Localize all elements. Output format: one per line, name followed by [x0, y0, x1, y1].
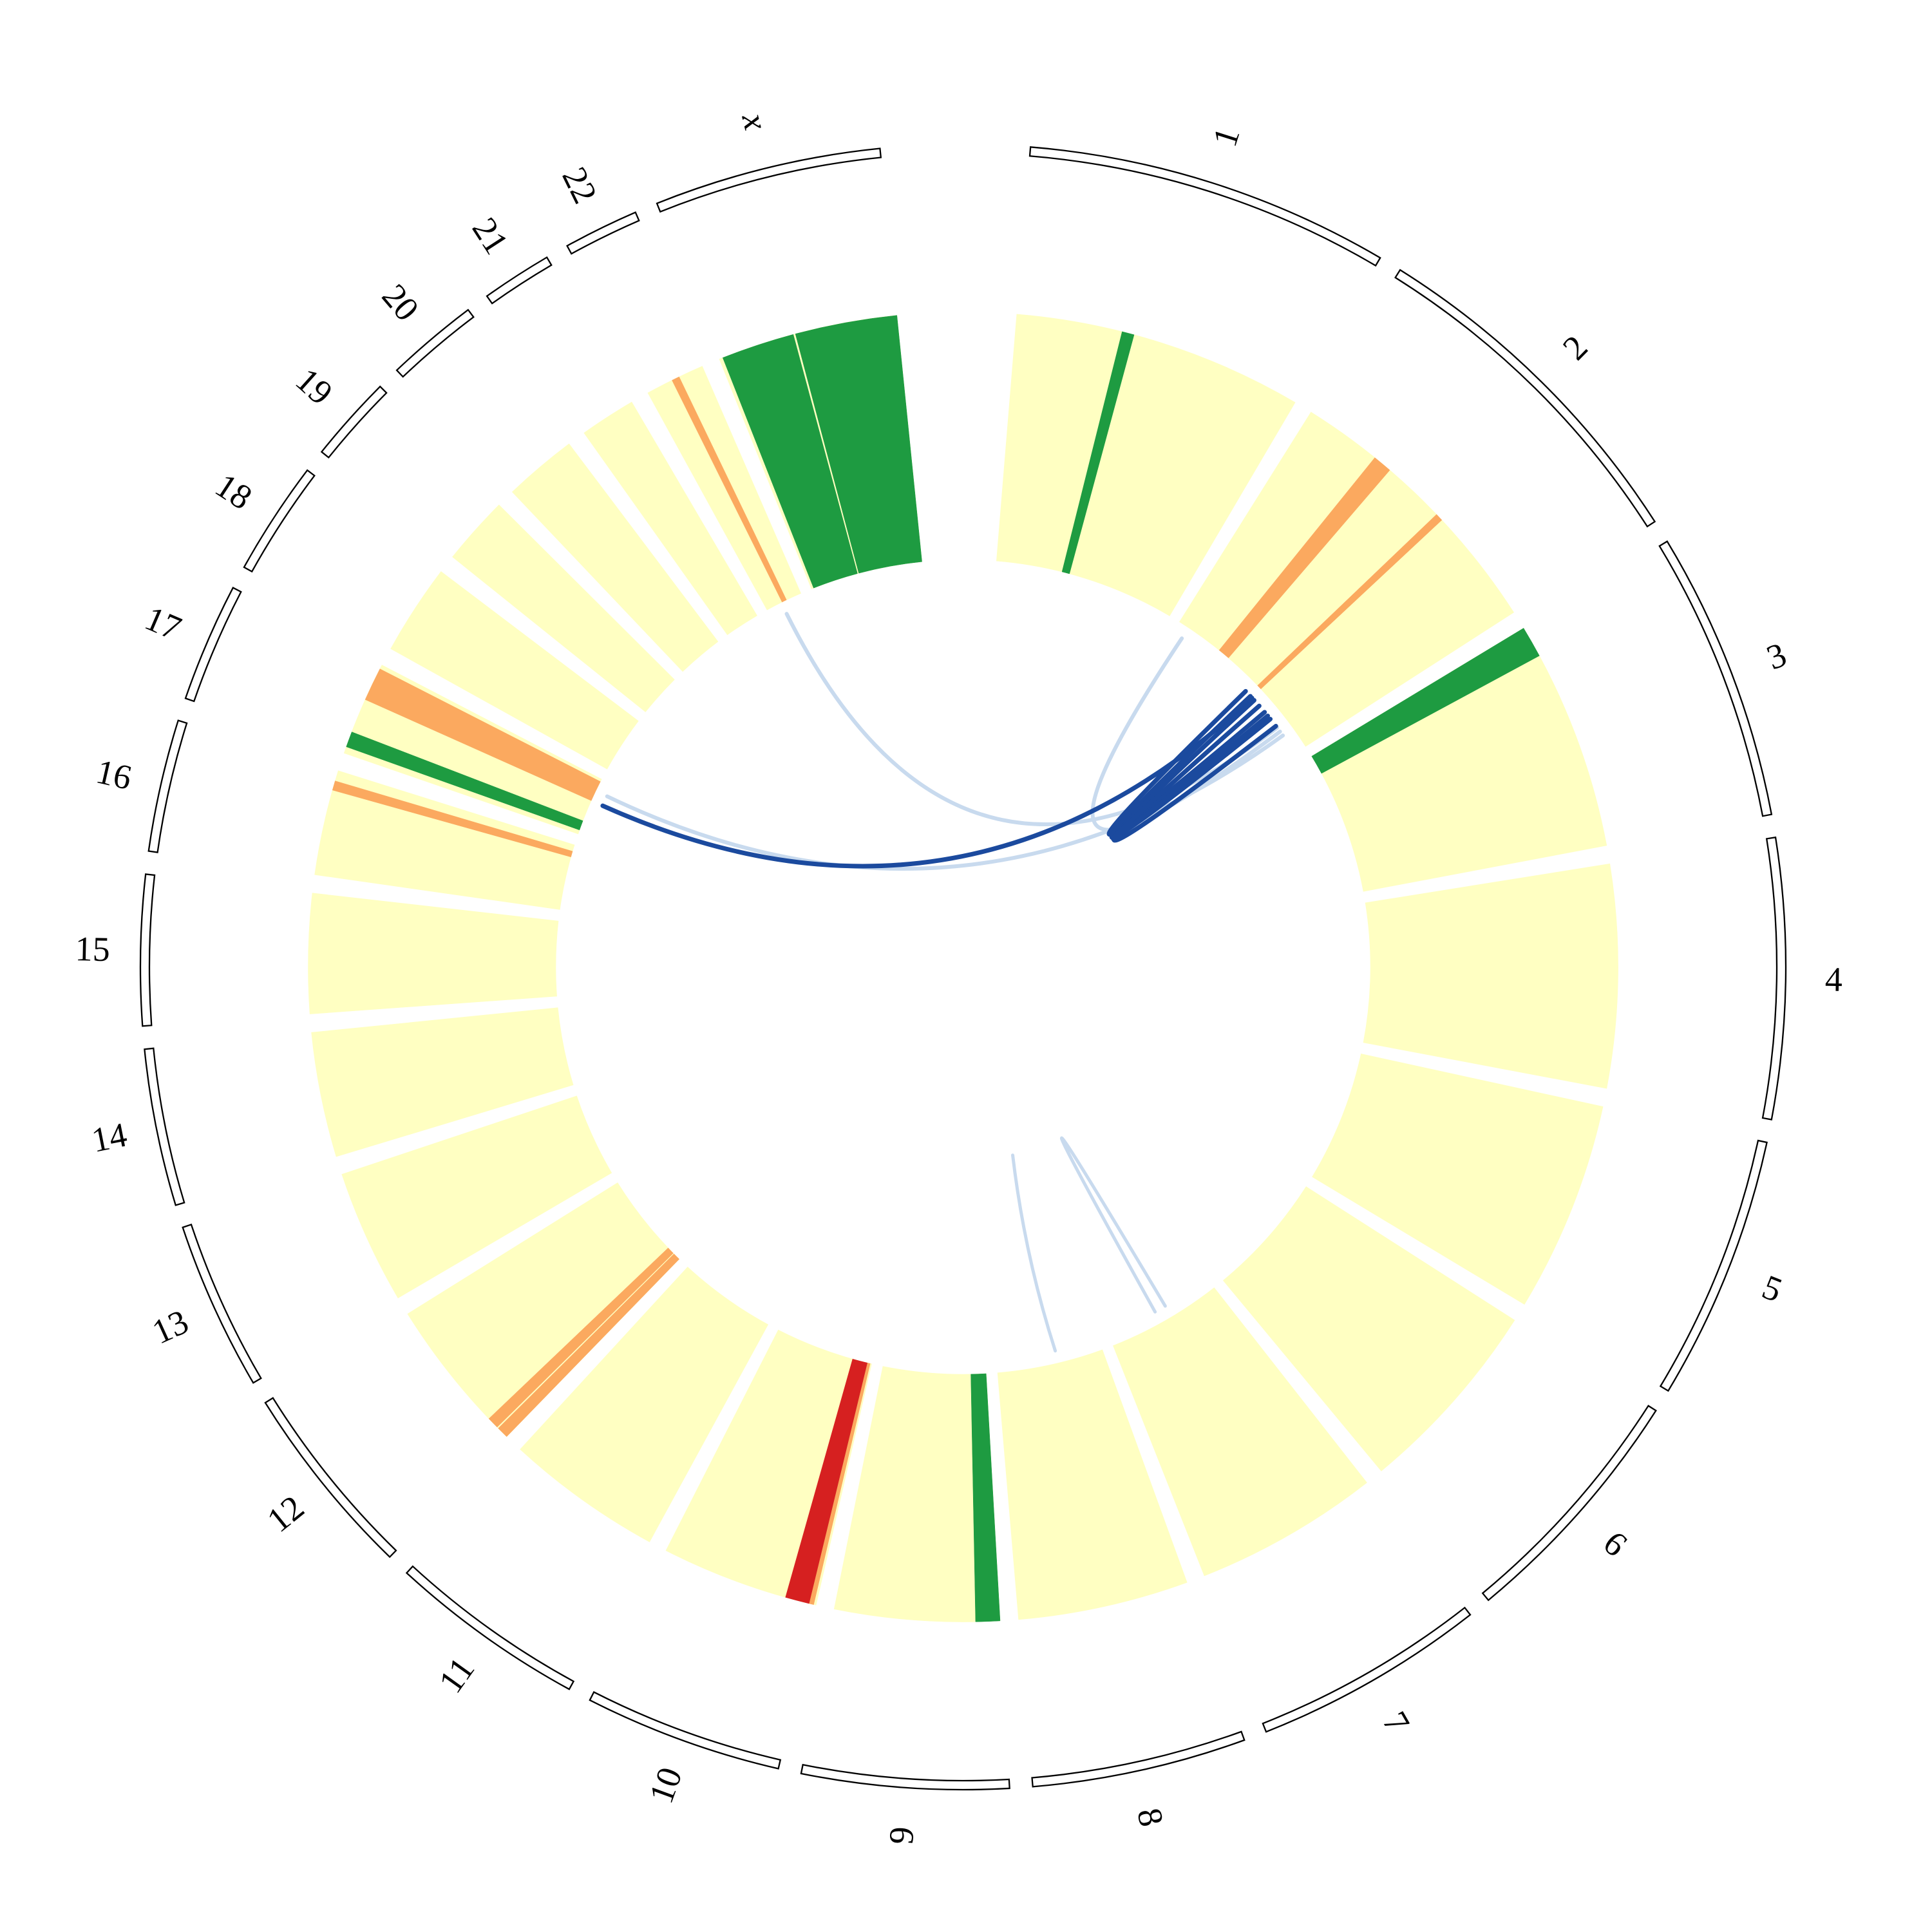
svg-text:16: 16: [93, 752, 135, 797]
svg-text:4: 4: [1824, 960, 1842, 999]
svg-text:15: 15: [75, 929, 110, 969]
svg-text:9: 9: [882, 1826, 922, 1846]
svg-text:14: 14: [88, 1115, 130, 1159]
